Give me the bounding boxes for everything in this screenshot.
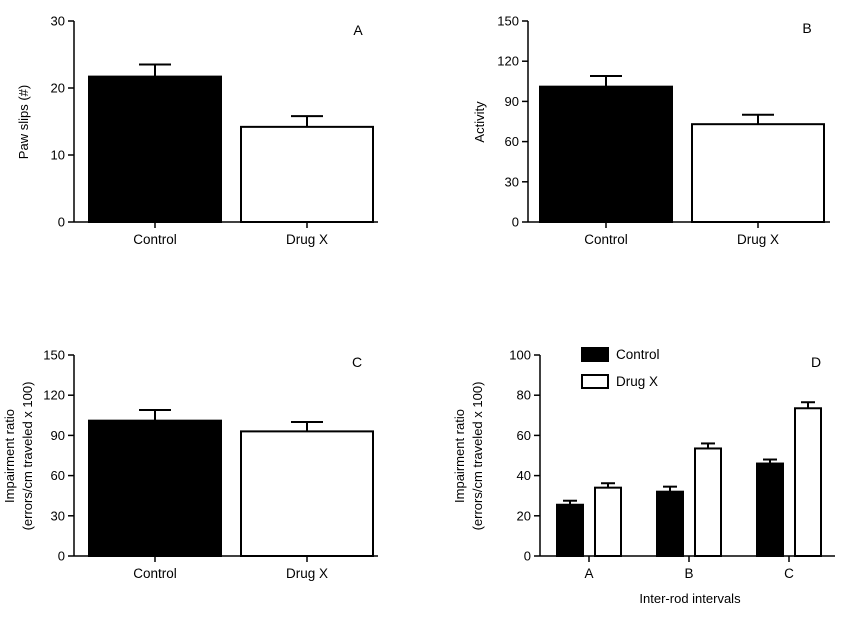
y-axis-title-line: (errors/cm traveled x 100) [20, 382, 35, 531]
y-tick-label: 0 [58, 549, 65, 564]
bar-drug-x [240, 125, 374, 223]
x-tick-label: Control [584, 232, 628, 247]
legend-swatch-drug-x [581, 374, 609, 389]
legend: Control Drug X [581, 347, 660, 389]
bar-control-a [556, 503, 584, 557]
y-tick-label: 80 [517, 388, 531, 403]
y-tick-label: 10 [51, 148, 65, 163]
x-tick-label: Drug X [737, 232, 779, 247]
y-axis-title-line: Impairment ratio [2, 409, 17, 503]
bar-drug-x [240, 430, 374, 558]
y-tick-label: 120 [497, 54, 519, 69]
panel-letter: C [352, 354, 362, 370]
y-tick-label: 30 [51, 508, 65, 523]
y-tick-label: 30 [51, 14, 65, 29]
y-axis-title: Paw slips (#) [16, 85, 31, 159]
y-tick-label: 60 [51, 468, 65, 483]
x-tick-label: C [784, 566, 794, 581]
y-axis-title: Activity [472, 101, 487, 143]
x-axis-title: Inter-rod intervals [639, 591, 741, 606]
panel-letter: D [811, 354, 821, 370]
bar-control-b [656, 490, 684, 557]
panel-letter: A [353, 22, 363, 38]
bar-control [88, 419, 222, 557]
x-tick-label: A [584, 566, 593, 581]
x-tick-label: Control [133, 566, 177, 581]
x-tick-label: Drug X [286, 566, 328, 581]
chart-panel-c: 0 30 60 90 120 150 Control Drug X C Impairment ra… [2, 348, 378, 581]
y-tick-label: 20 [51, 81, 65, 96]
x-tick-label: Drug X [286, 232, 328, 247]
y-tick-label: 20 [517, 508, 531, 523]
bar-control [88, 75, 222, 223]
chart-panel-a: 0 10 20 30 Control Drug X A Paw slips (#) [16, 14, 378, 247]
y-tick-label: 0 [524, 549, 531, 564]
bar-drug-x [691, 123, 825, 223]
bar-control [539, 85, 673, 223]
y-tick-label: 60 [517, 428, 531, 443]
y-tick-label: 150 [497, 14, 519, 29]
y-tick-label: 150 [43, 348, 65, 363]
y-axis-title-line: (errors/cm traveled x 100) [470, 382, 485, 531]
y-tick-label: 100 [509, 348, 531, 363]
y-tick-label: 60 [505, 134, 519, 149]
legend-swatch-control [581, 347, 609, 362]
chart-panel-d: 0 20 40 60 80 100 A B C Control Drug X D Impairment … [452, 347, 835, 606]
legend-label: Control [616, 347, 660, 362]
panel-letter: B [802, 20, 811, 36]
y-tick-label: 90 [505, 94, 519, 109]
y-tick-label: 90 [51, 428, 65, 443]
y-tick-label: 0 [58, 215, 65, 230]
bar-drug-x-c [794, 407, 822, 558]
chart-panel-b: 0 30 60 90 120 150 Control Drug X B Activity [472, 14, 830, 247]
bar-drug-x-b [694, 447, 722, 557]
y-tick-label: 0 [512, 215, 519, 230]
y-tick-label: 40 [517, 468, 531, 483]
bar-drug-x-a [594, 486, 622, 557]
bar-control-c [756, 462, 784, 558]
y-tick-label: 120 [43, 388, 65, 403]
legend-label: Drug X [616, 374, 658, 389]
x-tick-label: B [684, 566, 693, 581]
y-tick-label: 30 [505, 174, 519, 189]
y-axis-title-line: Impairment ratio [452, 409, 467, 503]
x-tick-label: Control [133, 232, 177, 247]
